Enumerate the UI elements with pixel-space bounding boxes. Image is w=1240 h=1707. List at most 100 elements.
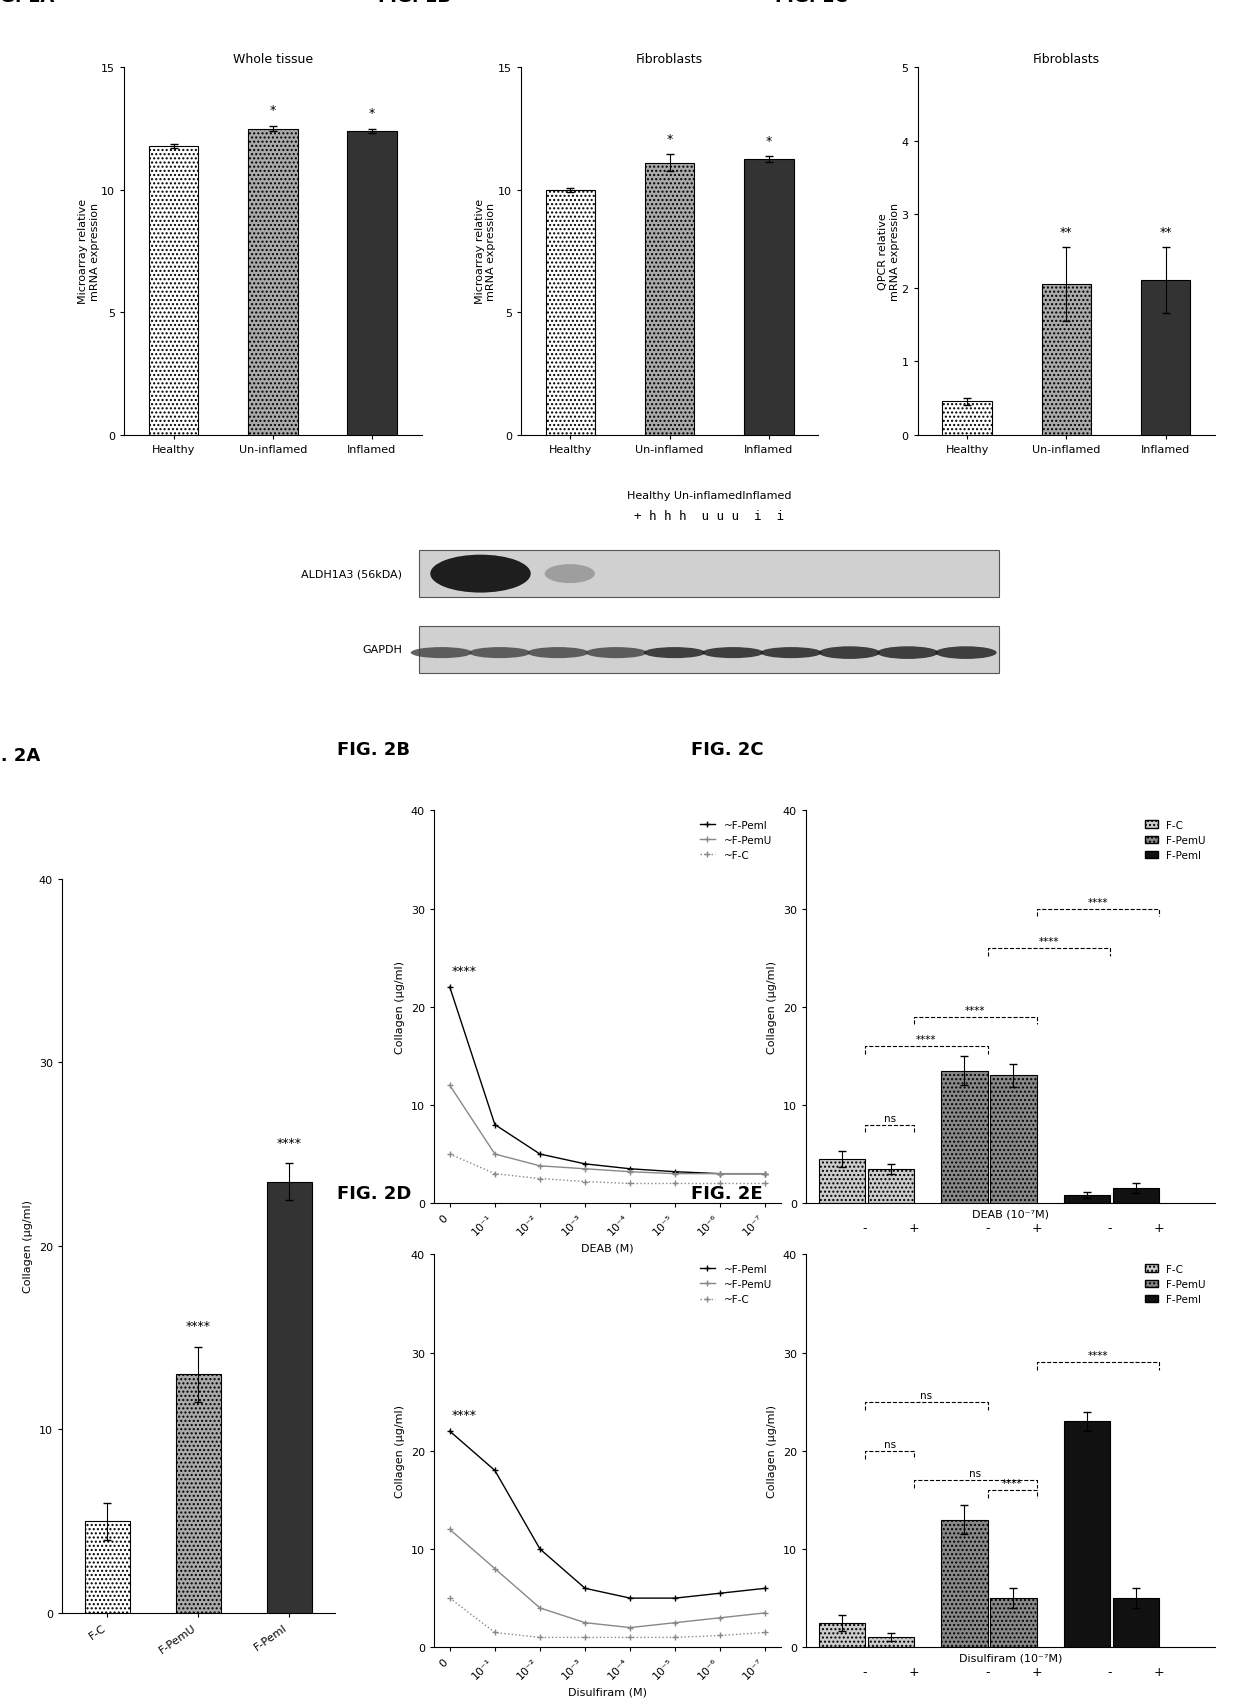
- Text: FIG. 2D: FIG. 2D: [337, 1185, 412, 1202]
- Text: -: -: [1107, 1664, 1112, 1678]
- Y-axis label: Microarray relative
mRNA expression: Microarray relative mRNA expression: [475, 200, 496, 304]
- Text: ****: ****: [453, 964, 477, 978]
- Text: -: -: [986, 1664, 990, 1678]
- Ellipse shape: [410, 647, 472, 659]
- F-PemU: [487, 1144, 502, 1164]
- F-C: [713, 1625, 728, 1646]
- Text: FIG. 2A: FIG. 2A: [0, 748, 40, 765]
- F-PemI: [713, 1582, 728, 1603]
- Line: F-PemI: F-PemI: [446, 1429, 769, 1601]
- Text: -: -: [863, 1664, 867, 1678]
- Y-axis label: QPCR relative
mRNA expression: QPCR relative mRNA expression: [878, 203, 900, 300]
- F-C: [758, 1622, 773, 1642]
- Text: +: +: [1032, 1221, 1042, 1234]
- F-PemU: [532, 1156, 547, 1176]
- Ellipse shape: [585, 647, 647, 659]
- Text: **: **: [1159, 225, 1172, 239]
- Bar: [942, 403, 992, 435]
- Y-axis label: Collagen (μg/ml): Collagen (μg/ml): [396, 961, 405, 1053]
- F-C: [532, 1627, 547, 1647]
- Text: GAPDH: GAPDH: [362, 645, 403, 655]
- F-PemI: [578, 1577, 593, 1598]
- F-PemI: [578, 1154, 593, 1174]
- Text: ****: ****: [916, 1034, 936, 1045]
- F-PemU: [758, 1164, 773, 1185]
- F-PemU: [713, 1164, 728, 1185]
- Text: ****: ****: [1039, 935, 1059, 946]
- Bar: [991, 1075, 1037, 1203]
- Text: ns: ns: [920, 1389, 932, 1400]
- Text: FIG. 2E: FIG. 2E: [692, 1185, 763, 1202]
- Ellipse shape: [644, 647, 706, 659]
- F-C: [622, 1174, 637, 1195]
- F-C: [668, 1174, 683, 1195]
- Line: F-PemU: F-PemU: [446, 1082, 769, 1176]
- F-C: [622, 1627, 637, 1647]
- Ellipse shape: [935, 647, 997, 659]
- Text: FIG. 1B: FIG. 1B: [378, 0, 451, 5]
- Ellipse shape: [877, 647, 939, 659]
- Text: *: *: [666, 133, 673, 147]
- F-PemI: [758, 1577, 773, 1598]
- F-C: [532, 1169, 547, 1190]
- Text: ****: ****: [1002, 1478, 1022, 1489]
- Text: +: +: [909, 1221, 919, 1234]
- Y-axis label: Collagen (μg/ml): Collagen (μg/ml): [768, 1405, 777, 1497]
- Title: Fibroblasts: Fibroblasts: [636, 53, 703, 67]
- Text: ****: ****: [965, 1005, 986, 1016]
- Ellipse shape: [818, 647, 880, 659]
- F-C: [758, 1174, 773, 1195]
- F-C: [443, 1588, 458, 1608]
- Bar: [1042, 285, 1091, 435]
- F-PemI: [487, 1115, 502, 1135]
- Text: ****: ****: [1087, 896, 1109, 906]
- F-PemU: [443, 1075, 458, 1096]
- Text: ****: ****: [1087, 1350, 1109, 1360]
- Text: FIG. 1C: FIG. 1C: [775, 0, 847, 5]
- Bar: [941, 1519, 987, 1647]
- Bar: [149, 147, 198, 435]
- Bar: [991, 1598, 1037, 1647]
- Text: -: -: [1107, 1221, 1112, 1234]
- Legend: F-C, F-PemU, F-PemI: F-C, F-PemU, F-PemI: [1141, 816, 1210, 865]
- Bar: [176, 1374, 221, 1613]
- F-PemU: [668, 1613, 683, 1634]
- F-C: [578, 1627, 593, 1647]
- Bar: [1064, 1422, 1110, 1647]
- Text: +: +: [1153, 1221, 1164, 1234]
- Y-axis label: Collagen (μg/ml): Collagen (μg/ml): [768, 961, 777, 1053]
- F-PemU: [487, 1558, 502, 1579]
- Y-axis label: Collagen (μg/ml): Collagen (μg/ml): [396, 1405, 405, 1497]
- Legend: ~F-PemI, ~F-PemU, ~F-C: ~F-PemI, ~F-PemU, ~F-C: [696, 1260, 776, 1309]
- Line: F-PemI: F-PemI: [446, 985, 769, 1176]
- F-C: [713, 1174, 728, 1195]
- F-PemI: [758, 1164, 773, 1185]
- F-PemU: [622, 1162, 637, 1183]
- Text: ****: ****: [453, 1408, 477, 1422]
- Text: +: +: [1032, 1664, 1042, 1678]
- F-PemI: [443, 976, 458, 997]
- X-axis label: DEAB (10⁻⁷M): DEAB (10⁻⁷M): [972, 1209, 1049, 1219]
- Text: Healthy Un-inflamedInflamed: Healthy Un-inflamedInflamed: [627, 490, 791, 500]
- Text: ns: ns: [970, 1468, 981, 1478]
- Bar: [248, 130, 298, 435]
- Bar: [941, 1070, 987, 1203]
- Ellipse shape: [544, 565, 595, 584]
- Text: *: *: [269, 104, 277, 118]
- Bar: [1114, 1598, 1159, 1647]
- Bar: [1114, 1188, 1159, 1203]
- Line: F-C: F-C: [446, 1596, 769, 1640]
- Ellipse shape: [430, 555, 531, 594]
- F-PemU: [758, 1603, 773, 1623]
- Legend: ~F-PemI, ~F-PemU, ~F-C: ~F-PemI, ~F-PemU, ~F-C: [696, 816, 776, 865]
- F-PemU: [532, 1598, 547, 1618]
- Text: +: +: [1153, 1664, 1164, 1678]
- Bar: [419, 551, 999, 597]
- Y-axis label: Microarray relative
mRNA expression: Microarray relative mRNA expression: [78, 200, 99, 304]
- F-PemI: [622, 1588, 637, 1608]
- Ellipse shape: [527, 647, 589, 659]
- F-PemI: [487, 1459, 502, 1480]
- Ellipse shape: [469, 647, 531, 659]
- Bar: [546, 191, 595, 435]
- Bar: [84, 1521, 130, 1613]
